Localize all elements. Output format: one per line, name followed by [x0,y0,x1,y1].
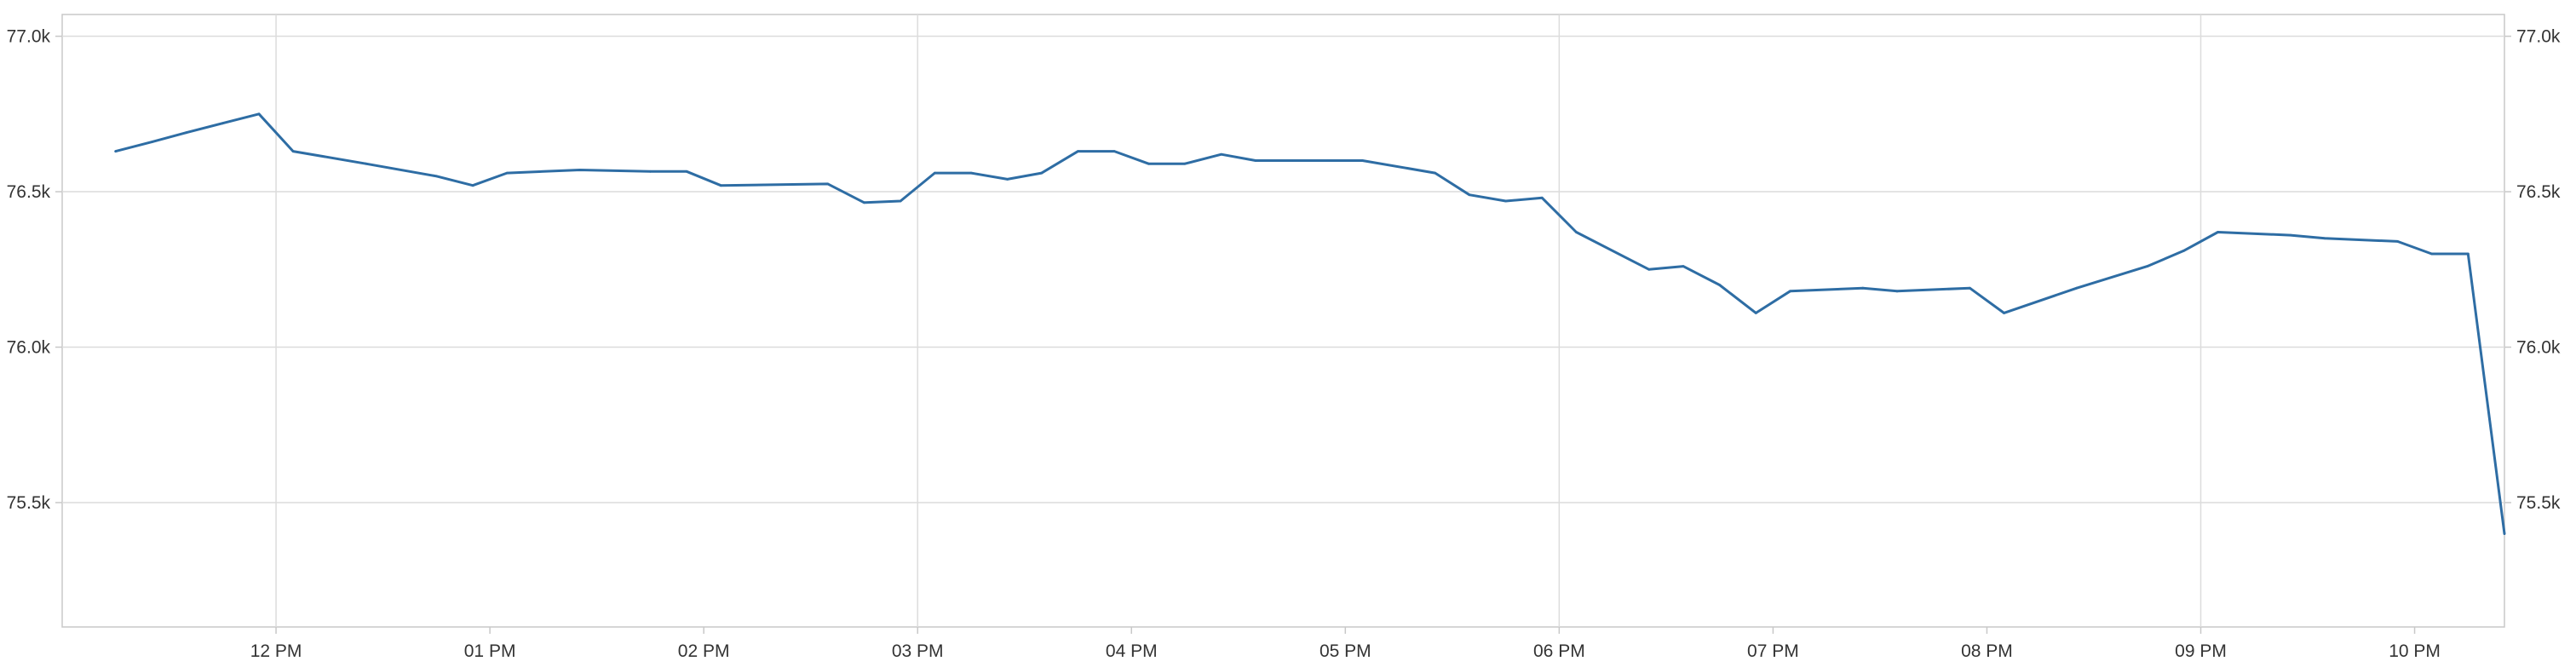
data-point [1575,231,1578,233]
data-point [1682,265,1685,268]
y-tick-label-left: 77.0k [7,27,51,47]
y-tick-label-right: 76.0k [2516,338,2561,358]
series-layer [114,112,2506,535]
data-point [1789,290,1791,293]
data-point [2466,252,2470,256]
x-tick-label: 10 PM [2389,641,2441,661]
data-point [151,141,153,144]
data-point [2503,532,2506,535]
y-tick-label-right: 77.0k [2516,27,2561,47]
x-tick-label: 07 PM [1747,641,1799,661]
series-line [114,112,2506,535]
data-point [648,170,652,173]
data-point [2146,265,2149,268]
data-point [2396,240,2399,243]
data-point [1113,150,1116,152]
axis-labels: 75.5k 75.5k 76.0k 76.0k 76.5k 76.5k 77.0k 77.0k… [7,27,2561,661]
data-point [1968,286,1971,290]
data-point [1326,159,1330,162]
data-point [221,122,224,125]
data-point [471,184,474,187]
x-tick-label: 09 PM [2175,641,2227,661]
data-point [2182,249,2185,252]
x-tick-label: 06 PM [1533,641,1585,661]
data-point [2003,311,2005,314]
data-point [2289,233,2292,237]
data-point [685,170,688,173]
data-point [2323,237,2326,240]
y-tick-label-right: 75.5k [2516,493,2561,513]
data-point [1360,159,1364,162]
tick-marks [55,35,2511,634]
data-point [826,182,830,186]
x-tick-label: 03 PM [892,641,944,661]
data-point [505,171,509,175]
data-point [434,175,438,178]
data-point [1861,286,1865,290]
data-point [114,150,118,152]
plot-area-frame [61,14,2505,628]
data-point [291,150,295,152]
data-point [1540,196,1544,199]
data-point [1504,199,1507,203]
data-point [257,112,261,116]
data-point [365,162,367,165]
data-point [933,171,936,175]
data-point [863,201,865,204]
data-point [1468,193,1471,197]
data-point [1183,162,1187,165]
x-tick-label: 01 PM [464,641,516,661]
x-tick-label: 05 PM [1320,641,1371,661]
data-point [1077,150,1079,152]
x-tick-label: 08 PM [1961,641,2013,661]
data-point [1254,159,1257,162]
x-tick-label: 12 PM [250,641,302,661]
data-point [899,199,902,203]
x-tick-label: 04 PM [1106,641,1158,661]
data-point [1291,159,1293,162]
x-tick-label: 02 PM [678,641,730,661]
y-tick-label-left: 76.5k [7,182,51,202]
data-point [1434,171,1437,175]
data-point [2430,252,2434,256]
data-point [185,131,188,135]
y-tick-label-right: 76.5k [2516,182,2561,202]
y-tick-label-left: 75.5k [7,493,51,513]
data-point [1718,284,1722,286]
data-point [578,169,581,171]
data-point [2217,231,2219,233]
y-tick-label-left: 76.0k [7,338,51,358]
data-point [1895,290,1899,293]
data-point [2075,286,2079,290]
data-point [1040,171,1044,175]
data-point [1754,311,1757,314]
data-point [1006,178,1009,181]
data-point [1147,162,1150,165]
gridlines [62,14,2504,627]
data-point [1220,152,1223,156]
data-point [719,184,722,187]
data-point [1647,267,1651,271]
data-point [969,171,973,175]
